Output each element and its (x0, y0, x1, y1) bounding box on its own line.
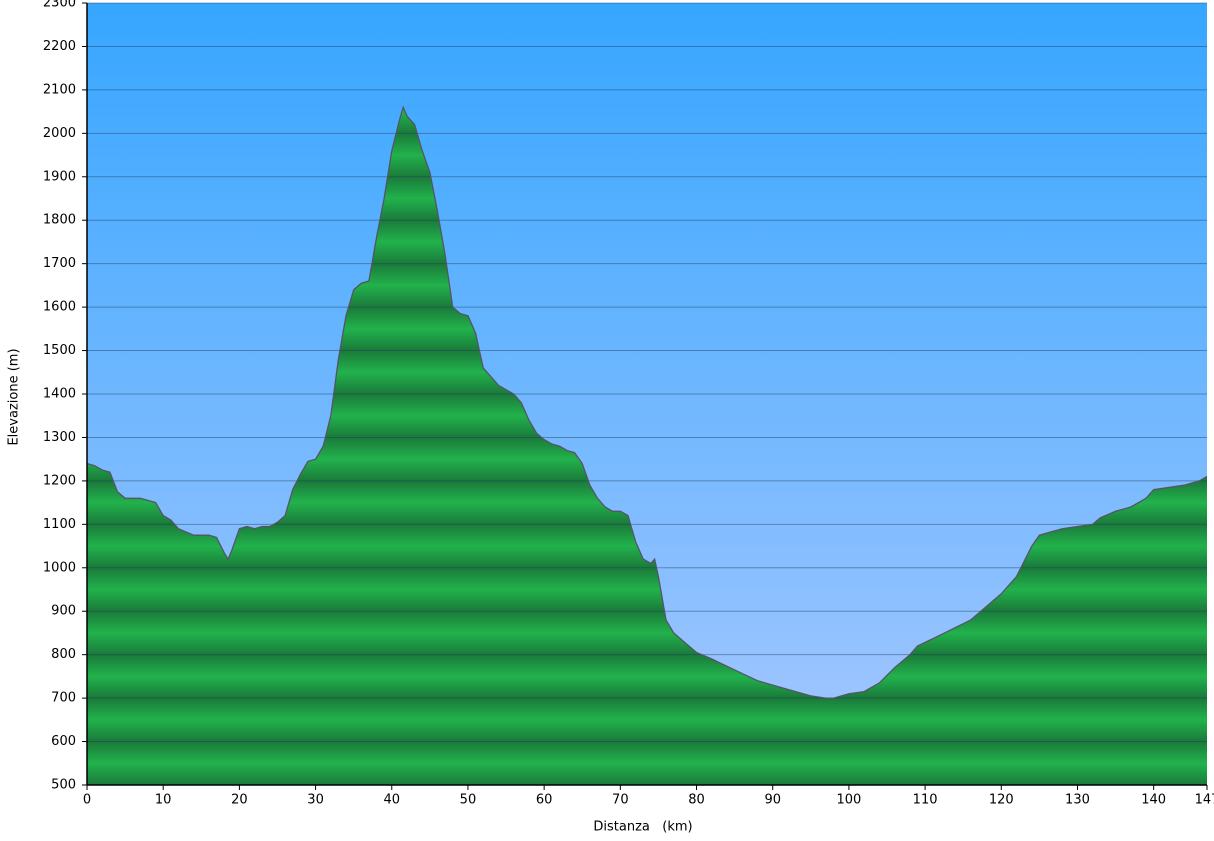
y-tick-label: 700 (51, 691, 76, 706)
x-tick-label: 0 (83, 793, 91, 808)
x-tick-label: 30 (307, 793, 324, 808)
x-tick-label: 90 (764, 793, 781, 808)
y-tick-label: 1600 (43, 300, 76, 315)
x-tick-label: 40 (383, 793, 400, 808)
x-tick-label: 147 (1195, 793, 1214, 808)
elevation-area (87, 107, 1207, 786)
y-tick-label: 1100 (43, 517, 76, 532)
y-tick-label: 600 (51, 734, 76, 749)
x-tick-label: 60 (536, 793, 553, 808)
y-tick-label: 1700 (43, 256, 76, 271)
x-tick-label: 120 (989, 793, 1014, 808)
y-tick-label: 1400 (43, 387, 76, 402)
x-tick-label: 20 (231, 793, 248, 808)
x-tick-label: 140 (1141, 793, 1166, 808)
y-tick-label: 1300 (43, 430, 76, 445)
x-tick-label: 10 (155, 793, 172, 808)
x-tick-label: 70 (612, 793, 629, 808)
y-tick-label: 1000 (43, 560, 76, 575)
y-tick-label: 800 (51, 647, 76, 662)
x-tick-label: 80 (688, 793, 705, 808)
x-tick-label: 130 (1065, 793, 1090, 808)
y-tick-label: 2200 (43, 39, 76, 54)
y-axis-title: Elevazione (m) (7, 348, 22, 445)
y-tick-label: 2300 (43, 0, 76, 11)
y-tick-label: 1500 (43, 343, 76, 358)
x-tick-label: 50 (460, 793, 477, 808)
x-tick-label: 110 (913, 793, 938, 808)
y-tick-label: 900 (51, 604, 76, 619)
y-tick-label: 500 (51, 778, 76, 793)
y-tick-label: 1200 (43, 473, 76, 488)
y-tick-label: 2100 (43, 82, 76, 97)
y-tick-label: 2000 (43, 126, 76, 141)
x-tick-label: 100 (836, 793, 861, 808)
x-axis-title: Distanza (km) (593, 820, 692, 835)
plot-area (86, 2, 1208, 786)
elevation-line (86, 105, 1208, 699)
y-tick-label: 1900 (43, 169, 76, 184)
y-tick-label: 1800 (43, 213, 76, 228)
